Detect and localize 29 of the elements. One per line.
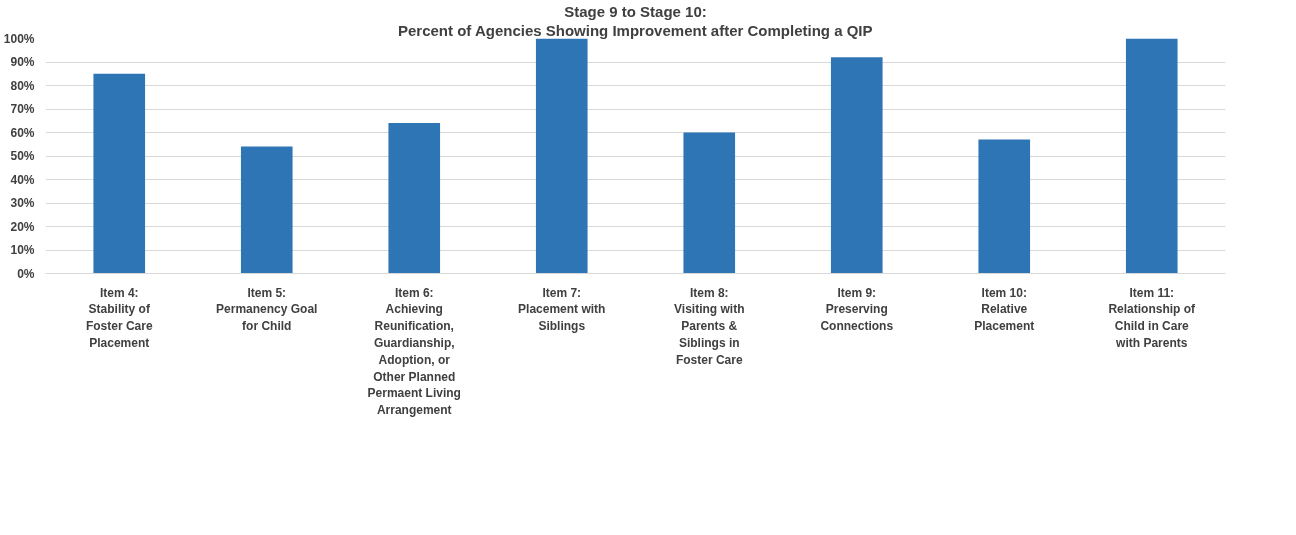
y-tick-label: 80%	[10, 78, 35, 93]
bar	[978, 139, 1031, 274]
x-tick-label: Item 7: Placement with Siblings	[518, 285, 606, 334]
y-tick-label: 30%	[10, 196, 35, 210]
x-tick-label: Item 6: Achieving Reunification, Guardianship, Adoption, or Other Planned Permaent Living Arrangement	[367, 285, 461, 418]
bar	[93, 73, 146, 274]
y-tick-label: 60%	[10, 125, 35, 140]
y-tick-label: 90%	[10, 55, 35, 69]
chart-subtitle: Percent of Agencies Showing Improvement after Completing a QIP	[397, 21, 873, 39]
x-tick-label: Item 11: Relationship of Child in Care with Parents	[1108, 285, 1197, 350]
y-tick-label: 50%	[10, 149, 35, 163]
x-tick-label: Item 9: Preserving Connections	[820, 285, 894, 334]
y-tick-label: 0%	[17, 266, 35, 281]
chart-title: Stage 9 to Stage 10:	[564, 2, 707, 20]
bar	[535, 38, 588, 274]
y-tick-label: 100%	[3, 31, 35, 46]
x-tick-label: Item 5: Permanency Goal for Child	[216, 285, 318, 334]
bar	[240, 146, 293, 274]
x-tick-label: Item 8: Visiting with Parents & Siblings in Foster Care	[674, 285, 745, 367]
bar	[683, 132, 736, 274]
x-tick-label: Item 4: Stability of Foster Care Placement	[85, 285, 153, 350]
y-tick-label: 10%	[10, 243, 35, 257]
x-tick-label: Item 10: Relative Placement	[974, 285, 1035, 334]
bar	[1125, 38, 1178, 274]
y-tick-label: 40%	[10, 172, 35, 187]
y-tick-label: 70%	[10, 102, 35, 116]
y-tick-label: 20%	[10, 219, 35, 234]
bar	[830, 57, 883, 274]
bar	[388, 123, 441, 274]
